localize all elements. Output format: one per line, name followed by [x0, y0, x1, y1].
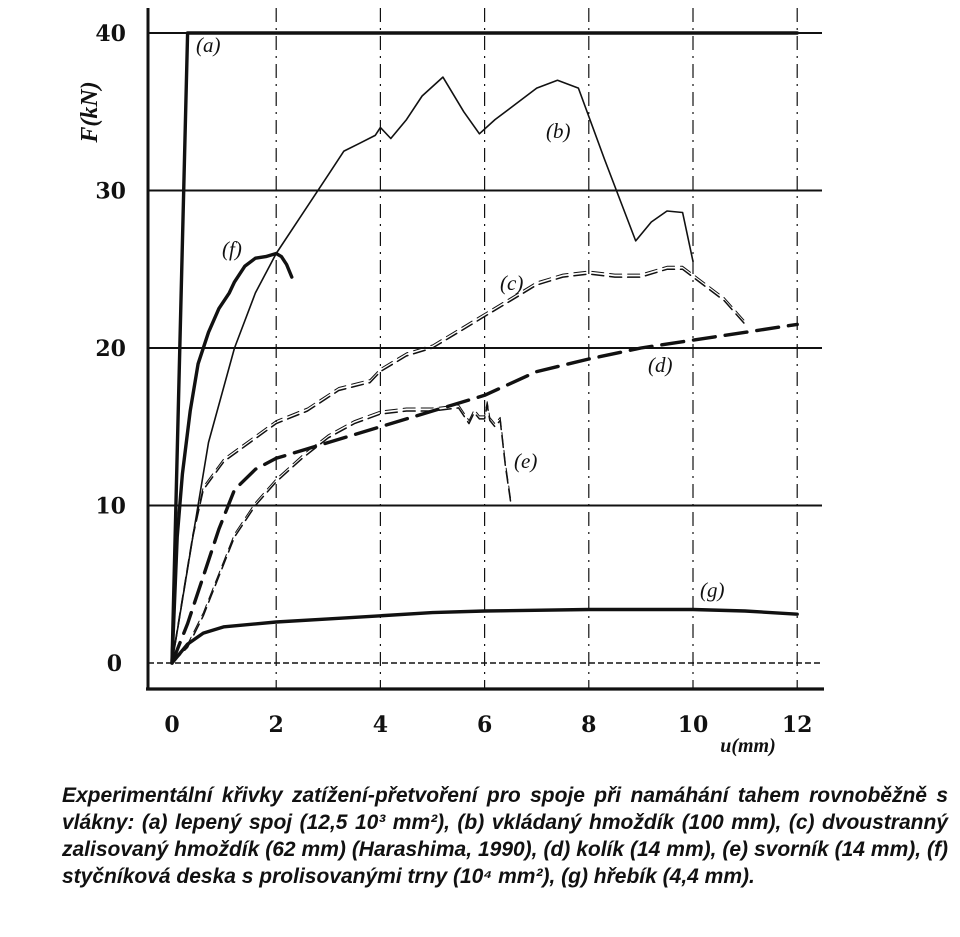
y-axis-title: F(kN)	[77, 81, 103, 143]
y-tick-label: 0	[107, 651, 122, 677]
series-line-a	[170, 31, 799, 665]
series-line-g	[170, 607, 799, 665]
curve-label-f: (f)	[222, 237, 242, 261]
figure-caption: Experimentální křivky zatížení-přetvořen…	[62, 784, 948, 888]
series-line-e	[171, 403, 512, 664]
curve-label-g: (g)	[700, 578, 725, 602]
x-axis-title: u(mm)	[720, 735, 776, 757]
series-line-c-double	[171, 265, 746, 661]
series-line-b	[171, 76, 694, 664]
series-line-e-double	[171, 401, 512, 661]
x-tick-label: 8	[581, 712, 596, 738]
x-tick-label: 0	[164, 712, 179, 738]
data-series	[170, 31, 799, 665]
x-tick-label: 10	[678, 712, 709, 738]
y-tick-label: 30	[95, 179, 126, 205]
x-tick-label: 12	[782, 712, 813, 738]
y-tick-label: 10	[95, 494, 126, 520]
x-tick-label: 4	[373, 712, 388, 738]
series-line-c	[171, 268, 746, 664]
load-deformation-chart: 0 2 4 6 8 10 12 0 10 20 30 40 (a) (b) (c) (d) (e) (f) (g)…	[77, 8, 824, 757]
y-tick-label: 20	[95, 336, 126, 362]
curve-label-b: (b)	[546, 119, 571, 143]
curve-label-c: (c)	[500, 271, 523, 295]
tick-labels: 0 2 4 6 8 10 12 0 10 20 30 40	[95, 21, 812, 738]
curve-label-e: (e)	[514, 449, 537, 473]
curve-labels: (a) (b) (c) (d) (e) (f) (g)	[196, 33, 725, 602]
series-line-d	[170, 322, 799, 665]
x-tick-label: 2	[269, 712, 284, 738]
y-tick-label: 40	[95, 21, 126, 47]
x-tick-label: 6	[477, 712, 492, 738]
curve-label-d: (d)	[648, 353, 673, 377]
series-line-f	[170, 251, 294, 665]
curve-label-a: (a)	[196, 33, 221, 57]
axes	[146, 8, 824, 691]
